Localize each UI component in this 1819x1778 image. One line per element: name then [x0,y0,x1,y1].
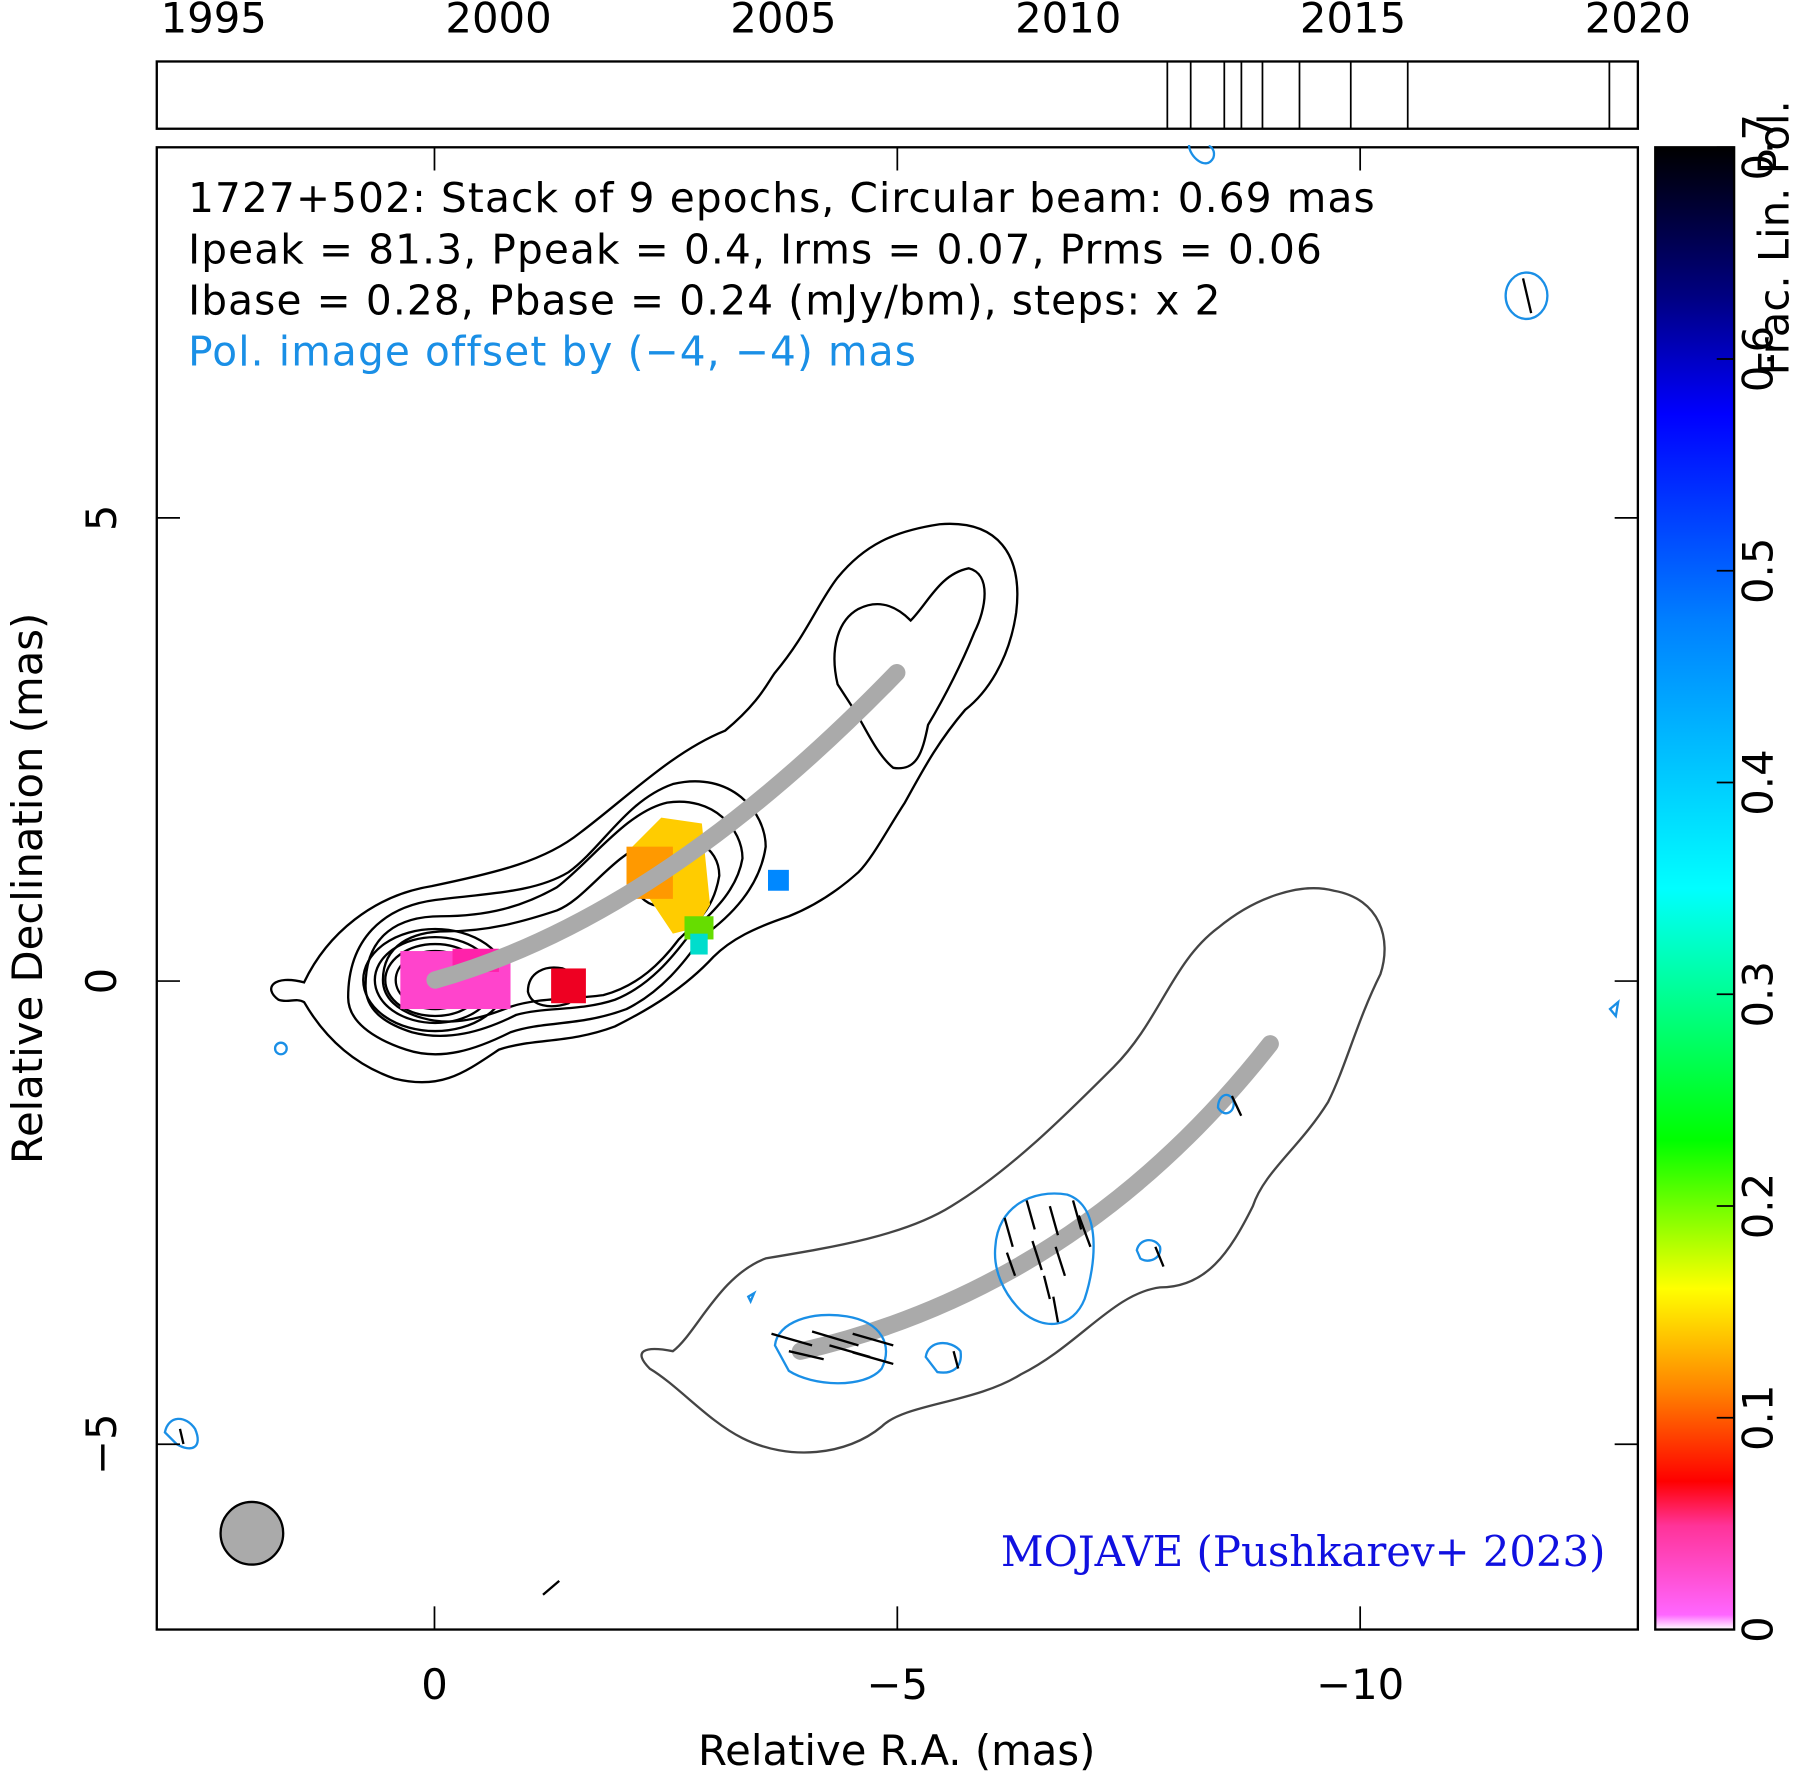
annotation: 1727+502: Stack of 9 epochs, Circular be… [188,174,1376,222]
timeline-frame [155,60,1640,130]
pol-contour [1187,144,1216,165]
x-axis-label: Relative R.A. (mas) [698,1726,1095,1775]
ridge-line [426,663,906,989]
contour [381,836,721,1023]
annotation: Pol. image offset by (−4, −4) mas [188,327,917,375]
annotation: Ibase = 0.28, Pbase = 0.24 (mJy/bm), ste… [188,276,1222,324]
contour [833,567,986,770]
pol-pixel [690,933,708,955]
colorbar-tick-label: 0.4 [1733,749,1782,815]
pol-contour [924,1342,962,1374]
colorbar [1654,146,1736,1631]
pol-contour [1135,1239,1162,1262]
contour [364,800,744,1038]
beam [219,1500,285,1566]
evpa [1230,1095,1243,1117]
evpa [1005,1252,1017,1277]
credit: MOJAVE (Pushkarev+ 2023) [1001,1527,1605,1576]
colorbar-tick-label: 0 [1733,1616,1782,1643]
pol-contour [163,1417,199,1450]
evpa [542,1579,560,1596]
timeline-tick-label: 2005 [730,0,836,42]
annotation: Ipeak = 81.3, Ppeak = 0.4, Irms = 0.07, … [188,225,1323,273]
y-axis-label: Relative Declination (mas) [3,613,52,1164]
evpa [1521,278,1533,314]
pol-pixel [768,869,789,891]
evpa [1154,1246,1165,1267]
evpa [952,1350,960,1369]
pol-contour [746,1290,757,1305]
evpa [1042,1275,1051,1300]
pol-pixel [551,968,586,1004]
x-tick-label: 0 [421,1660,448,1709]
evpa [1003,1217,1014,1248]
evpa [1048,1205,1060,1236]
timeline-tick-label: 2020 [1585,0,1691,42]
evpa [1054,1246,1067,1277]
colorbar-tick-label: 0.2 [1733,1173,1782,1239]
y-tick-label: −5 [77,1413,126,1475]
evpa [771,1332,813,1347]
colorbar-tick-label: 0.5 [1733,538,1782,604]
timeline-tick-label: 2010 [1015,0,1121,42]
pol-contour [1608,999,1620,1019]
evpa [1052,1296,1060,1323]
pol-contour [1504,271,1549,321]
evpa-ticks [178,278,1533,1596]
pol-contour [993,1192,1095,1326]
evpa [1071,1200,1083,1230]
evpa [788,1350,824,1361]
evpa [1077,1215,1092,1248]
timeline-tick-label: 2015 [1300,0,1406,42]
x-tick-label: −5 [867,1660,929,1709]
ridge-line [791,1035,1279,1360]
evpa [1025,1200,1036,1230]
colorbar-label: Frac. Lin. Pol. [1750,100,1799,375]
evpa [178,1428,185,1445]
contours [270,522,1019,1084]
colorbar-tick-label: 0.3 [1733,961,1782,1027]
colorbar-tick-label: 0.6 [1733,326,1782,392]
contour [346,780,767,1056]
colorbar-tick-label: 0.1 [1733,1385,1782,1451]
contour [640,887,1386,1454]
evpa [1031,1240,1043,1271]
y-tick-label: 5 [77,505,126,532]
timeline [155,60,1640,130]
pol-contour [273,1041,288,1056]
evpa [811,1330,859,1347]
colorbar-tick-label: 0.7 [1733,114,1782,180]
evpa [852,1351,894,1366]
pol-contours [163,144,1620,1450]
y-tick-label: 0 [77,968,126,995]
timeline-tick-label: 2000 [445,0,551,42]
timeline-tick-label: 1995 [161,0,267,42]
x-tick-label: −10 [1316,1660,1404,1709]
evpa [852,1332,894,1347]
contour [270,522,1019,1084]
